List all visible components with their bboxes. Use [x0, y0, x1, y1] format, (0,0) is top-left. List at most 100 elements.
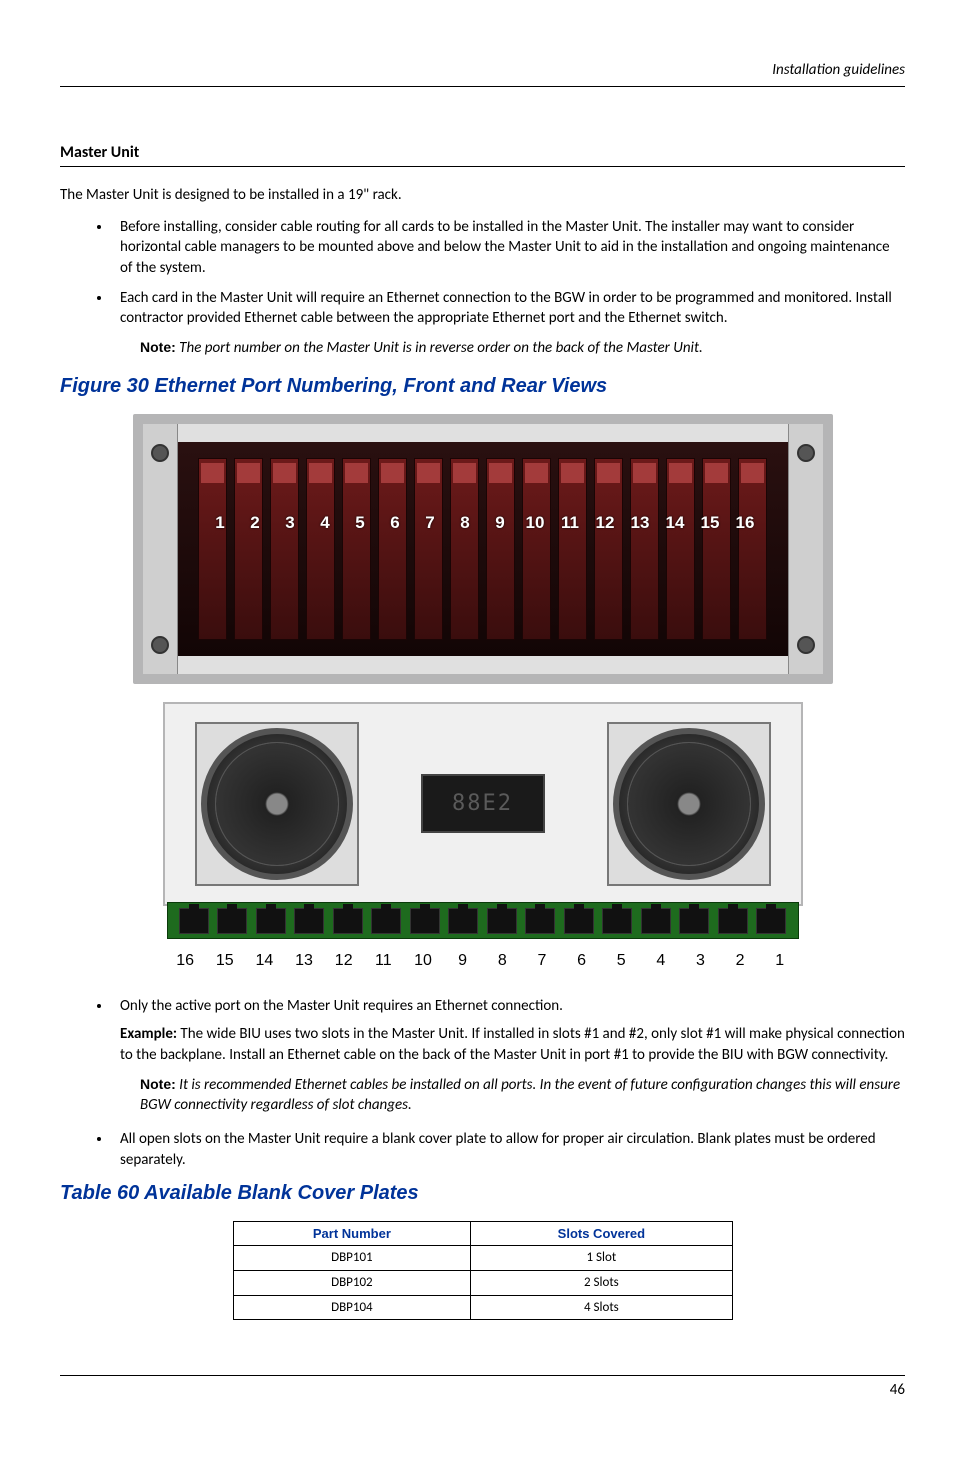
mounting-hole-icon: [151, 444, 169, 462]
port-number: 3: [683, 950, 717, 972]
table-row: DBP104 4 Slots: [233, 1295, 732, 1320]
ethernet-port-strip: [167, 904, 799, 939]
note-2: Note: It is recommended Ethernet cables …: [140, 1075, 905, 1116]
section-heading: Master Unit: [60, 142, 905, 167]
cell: 4 Slots: [471, 1295, 732, 1320]
list-item: All open slots on the Master Unit requir…: [112, 1129, 905, 1170]
example-text: The wide BIU uses two slots in the Maste…: [120, 1025, 905, 1063]
card-slot: [594, 458, 623, 640]
bullet-list-2a: Only the active port on the Master Unit …: [60, 996, 905, 1065]
cell: DBP102: [233, 1271, 471, 1296]
table-row: DBP101 1 Slot: [233, 1246, 732, 1271]
note-1: Note: The port number on the Master Unit…: [140, 338, 905, 358]
note-text: It is recommended Ethernet cables be ins…: [140, 1076, 900, 1114]
port-number: 8: [485, 950, 519, 972]
port-number: 9: [483, 512, 518, 535]
port-number: 2: [238, 512, 273, 535]
port-number: 10: [518, 512, 553, 535]
rack-ear-right: [788, 424, 823, 674]
slot-row: [198, 458, 767, 640]
port-number: 6: [565, 950, 599, 972]
page-number: 46: [60, 1375, 905, 1400]
card-slot: [234, 458, 263, 640]
example-label: Example:: [120, 1025, 180, 1043]
card-slot: [198, 458, 227, 640]
table-row: DBP102 2 Slots: [233, 1271, 732, 1296]
card-slot: [522, 458, 551, 640]
front-view: 1 2 3 4 5 6 7 8 9 10 11 12 13 14 15 16: [133, 414, 833, 684]
port-number: 9: [446, 950, 480, 972]
port-number: 8: [448, 512, 483, 535]
card-slot: [666, 458, 695, 640]
cell: DBP101: [233, 1246, 471, 1271]
cell: DBP104: [233, 1295, 471, 1320]
card-slot: [702, 458, 731, 640]
port-number: 10: [406, 950, 440, 972]
rear-port-numbers: 16 15 14 13 12 11 10 9 8 7 6 5 4 3 2 1: [163, 950, 803, 972]
card-slot: [738, 458, 767, 640]
card-slot: [342, 458, 371, 640]
card-slot: [378, 458, 407, 640]
card-slot: [630, 458, 659, 640]
rear-view: 88E2: [163, 702, 803, 906]
ethernet-port-icon: [256, 908, 286, 934]
ethernet-port-icon: [410, 908, 440, 934]
ethernet-port-icon: [294, 908, 324, 934]
mounting-hole-icon: [797, 444, 815, 462]
bullet-text: Only the active port on the Master Unit …: [120, 997, 563, 1015]
cell: 2 Slots: [471, 1271, 732, 1296]
port-number: 11: [366, 950, 400, 972]
page-header: Installation guidelines: [60, 60, 905, 87]
bullet-list-1: Before installing, consider cable routin…: [60, 217, 905, 328]
figure-30: 1 2 3 4 5 6 7 8 9 10 11 12 13 14 15 16 8…: [133, 414, 833, 972]
port-number: 5: [604, 950, 638, 972]
port-number: 4: [644, 950, 678, 972]
port-number: 5: [343, 512, 378, 535]
note-label: Note:: [140, 1076, 176, 1092]
fan-frame: [607, 722, 771, 886]
figure-title: Figure 30 Ethernet Port Numbering, Front…: [60, 373, 905, 400]
list-item: Each card in the Master Unit will requir…: [112, 288, 905, 329]
cell: 1 Slot: [471, 1246, 732, 1271]
port-number: 1: [203, 512, 238, 535]
card-slot: [450, 458, 479, 640]
port-number: 15: [208, 950, 242, 972]
port-number: 15: [693, 512, 728, 535]
fan-icon: [613, 728, 765, 880]
ethernet-port-icon: [217, 908, 247, 934]
note-text: The port number on the Master Unit is in…: [176, 339, 703, 357]
mounting-hole-icon: [797, 636, 815, 654]
card-slot: [486, 458, 515, 640]
mounting-hole-icon: [151, 636, 169, 654]
blank-cover-plates-table: Part Number Slots Covered DBP101 1 Slot …: [233, 1221, 733, 1320]
example-paragraph: Example: The wide BIU uses two slots in …: [120, 1024, 905, 1065]
note-label: Note:: [140, 339, 176, 355]
fan-icon: [201, 728, 353, 880]
port-number: 11: [553, 512, 588, 535]
port-number: 3: [273, 512, 308, 535]
ethernet-port-icon: [448, 908, 478, 934]
list-item: Only the active port on the Master Unit …: [112, 996, 905, 1065]
ethernet-port-icon: [564, 908, 594, 934]
port-number: 1: [763, 950, 797, 972]
front-inner: [178, 442, 788, 656]
port-number: 7: [525, 950, 559, 972]
card-slot: [306, 458, 335, 640]
ethernet-port-icon: [487, 908, 517, 934]
bullet-list-2b: All open slots on the Master Unit requir…: [60, 1129, 905, 1170]
port-number: 2: [723, 950, 757, 972]
list-item: Before installing, consider cable routin…: [112, 217, 905, 278]
ethernet-port-icon: [371, 908, 401, 934]
port-number: 14: [658, 512, 693, 535]
port-number: 6: [378, 512, 413, 535]
ethernet-port-icon: [756, 908, 786, 934]
status-display: 88E2: [421, 774, 545, 833]
port-number: 12: [327, 950, 361, 972]
port-number: 16: [728, 512, 763, 535]
column-header: Slots Covered: [471, 1221, 732, 1246]
port-number: 13: [623, 512, 658, 535]
ethernet-port-icon: [179, 908, 209, 934]
port-number: 14: [247, 950, 281, 972]
ethernet-port-icon: [718, 908, 748, 934]
port-number: 16: [168, 950, 202, 972]
